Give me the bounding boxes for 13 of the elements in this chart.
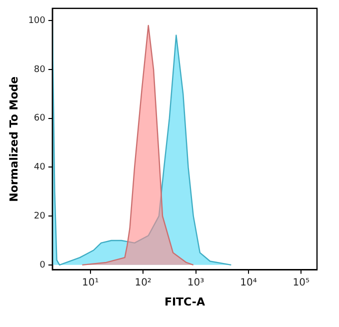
y-tick-label: 80 (34, 64, 46, 75)
y-tick-label: 20 (34, 211, 46, 222)
y-tick-label: 100 (28, 16, 46, 26)
y-tick-label: 60 (34, 114, 46, 124)
x-tick-label: 10¹ (82, 277, 99, 288)
x-axis-title: FITC-A (164, 295, 206, 308)
x-tick-label: 10² (134, 277, 152, 288)
y-tick-label: 0 (40, 260, 46, 270)
x-tick-label: 10³ (187, 277, 204, 288)
y-axis-title: Normalized To Mode (7, 76, 20, 202)
x-tick-label: 10⁵ (292, 277, 310, 288)
x-tick-label: 10⁴ (240, 277, 257, 288)
y-tick-label: 40 (34, 162, 46, 173)
